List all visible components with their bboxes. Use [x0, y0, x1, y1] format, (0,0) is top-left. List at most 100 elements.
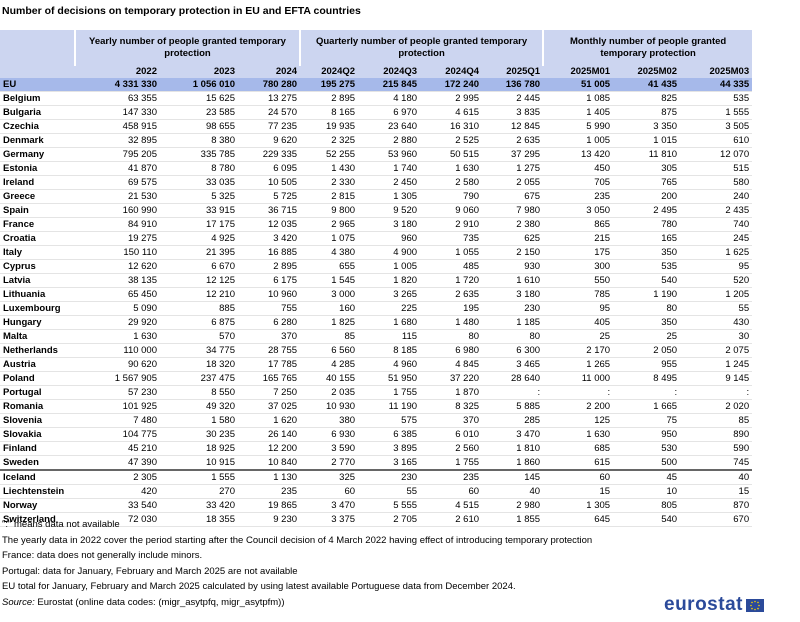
cell: 780 280	[238, 78, 301, 92]
cell: 12 200	[238, 441, 301, 456]
cell: 9 520	[358, 203, 421, 218]
cell: 15	[680, 484, 753, 499]
row-label: Malta	[0, 329, 75, 344]
cell: 1 755	[420, 455, 483, 471]
table-row: Slovakia 104 775 30 235 26 140 6 930 6 385 6 0…	[0, 427, 753, 442]
cell: 15	[543, 484, 614, 499]
cell: 1 580	[160, 413, 238, 428]
cell: 13 420	[543, 147, 614, 162]
cell: 3 375	[300, 512, 359, 527]
cell: :	[613, 385, 681, 400]
cell: 370	[420, 413, 483, 428]
cell: 12 620	[75, 259, 160, 274]
row-label: Switzerland	[0, 512, 75, 527]
cell: 2 150	[482, 245, 544, 260]
cell: 960	[358, 231, 421, 246]
cell: 745	[680, 455, 753, 471]
cell: 6 095	[238, 161, 301, 176]
row-label: Iceland	[0, 469, 75, 485]
table-row: Norway 33 540 33 420 19 865 3 470 5 555 4 515 2…	[0, 498, 753, 513]
cell: 237 475	[160, 371, 238, 386]
table-row: Bulgaria 147 330 23 585 24 570 8 165 6 970 4 6…	[0, 105, 753, 120]
cell: 2 450	[358, 175, 421, 190]
cell: 50 515	[420, 147, 483, 162]
cell: 110 000	[75, 343, 160, 358]
cell: 60	[543, 469, 614, 485]
cell: 12 070	[680, 147, 753, 162]
cell: 104 775	[75, 427, 160, 442]
cell: 4 515	[420, 498, 483, 513]
row-label: Ireland	[0, 175, 75, 190]
row-label: Romania	[0, 399, 75, 414]
cell: 11 000	[543, 371, 614, 386]
cell: 33 915	[160, 203, 238, 218]
cell: 430	[680, 315, 753, 330]
cell: 405	[543, 315, 614, 330]
cell: 23 640	[358, 119, 421, 134]
cell: 10 930	[300, 399, 359, 414]
cell: 2 200	[543, 399, 614, 414]
cell: 2 635	[420, 287, 483, 302]
cell: 12 210	[160, 287, 238, 302]
cell: 34 775	[160, 343, 238, 358]
row-label: Austria	[0, 357, 75, 372]
cell: 6 980	[420, 343, 483, 358]
cell: 300	[543, 259, 614, 274]
cell: 2 895	[238, 259, 301, 274]
cell: 1 680	[358, 315, 421, 330]
cell: 80	[613, 301, 681, 316]
cell: 740	[680, 217, 753, 232]
cell: 2 170	[543, 343, 614, 358]
cell: 870	[680, 498, 753, 513]
cell: :	[680, 385, 753, 400]
source: Source: Eurostat (online data codes: (mi…	[2, 595, 592, 611]
table-row: Romania 101 925 49 320 37 025 10 930 11 190 8 …	[0, 399, 753, 414]
cell: 675	[482, 189, 544, 204]
cell: 335 785	[160, 147, 238, 162]
cell: 32 895	[75, 133, 160, 148]
cell: 16 885	[238, 245, 301, 260]
cell: 80	[482, 329, 544, 344]
source-text: Eurostat (online data codes: (migr_asytp…	[37, 596, 285, 608]
cell: 49 320	[160, 399, 238, 414]
cell: 6 385	[358, 427, 421, 442]
cell: 1 430	[300, 161, 359, 176]
cell: 2 910	[420, 217, 483, 232]
cell: 3 050	[543, 203, 614, 218]
cell: 18 925	[160, 441, 238, 456]
cell: 1 630	[75, 329, 160, 344]
row-label: Greece	[0, 189, 75, 204]
cell: 28 755	[238, 343, 301, 358]
table-row: Belgium 63 355 15 625 13 275 2 895 4 180 2 995…	[0, 91, 753, 106]
cell: 485	[420, 259, 483, 274]
cell: 12 035	[238, 217, 301, 232]
cell: 11 810	[613, 147, 681, 162]
cell: 6 560	[300, 343, 359, 358]
cell: 47 390	[75, 455, 160, 471]
cell: 2 305	[75, 469, 160, 485]
cell: 4 180	[358, 91, 421, 106]
cell: 2 995	[420, 91, 483, 106]
note: France: data does not generally include …	[2, 550, 203, 561]
table-row: Germany 795 205 335 785 229 335 52 255 53 960…	[0, 147, 753, 162]
table-row: Greece 21 530 5 325 5 725 2 815 1 305 790 675 23…	[0, 189, 753, 204]
cell: 30 235	[160, 427, 238, 442]
table-row: Hungary 29 920 6 875 6 280 1 825 1 680 1 480 1 …	[0, 315, 753, 330]
column-header: 2025M01	[543, 66, 614, 78]
cell: 875	[613, 105, 681, 120]
table-row: Latvia 38 135 12 125 6 175 1 545 1 820 1 720 1 …	[0, 273, 753, 288]
cell: 1 625	[680, 245, 753, 260]
cell: 535	[613, 259, 681, 274]
cell: 1 190	[613, 287, 681, 302]
cell: 41 435	[613, 78, 681, 92]
cell: 1 720	[420, 273, 483, 288]
row-label: Lithuania	[0, 287, 75, 302]
cell: 245	[680, 231, 753, 246]
cell: 570	[160, 329, 238, 344]
cell: 165 765	[238, 371, 301, 386]
cell: 17 785	[238, 357, 301, 372]
cell: 705	[543, 175, 614, 190]
row-label: Czechia	[0, 119, 75, 134]
table-row: Denmark 32 895 8 380 9 620 2 325 2 880 2 525 2 …	[0, 133, 753, 148]
cell: 51 950	[358, 371, 421, 386]
